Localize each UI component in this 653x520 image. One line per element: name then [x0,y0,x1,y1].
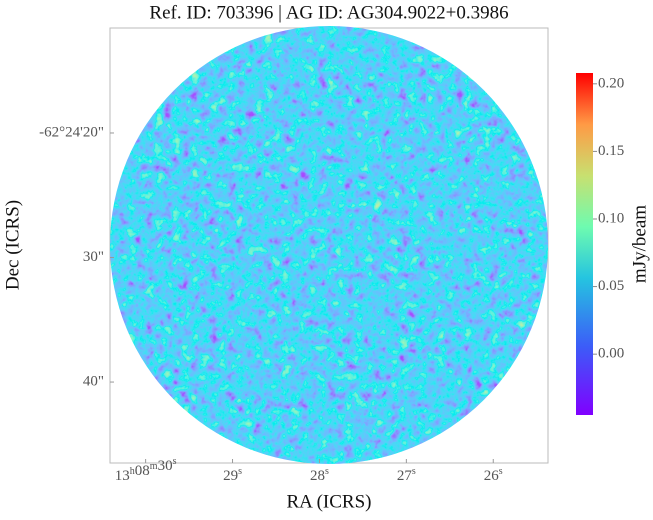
colorbar-label: mJy/beam [629,205,650,283]
colorbar-tick-label: 0.20 [598,75,624,91]
colorbar [576,73,593,415]
x-axis-label: RA (ICRS) [287,491,372,512]
x-tick-label: 27s [397,466,416,484]
colorbar-tick-label: 0.00 [598,346,624,362]
x-tick-label: 13h08m30s [115,456,177,484]
y-tick-label: -62°24'20" [39,124,104,140]
colorbar-tick-label: 0.05 [598,278,624,294]
chart-title: Ref. ID: 703396 | AG ID: AG304.9022+0.39… [149,2,508,23]
colorbar-tick-label: 0.10 [598,210,624,226]
x-tick-label: 29s [223,466,242,484]
x-tick-label: 26s [484,466,503,484]
y-tick-label: 30" [83,249,104,265]
y-axis-label: Dec (ICRS) [2,200,23,290]
y-tick-label: 40" [83,373,104,389]
image [110,26,548,464]
x-tick-label: 28s [310,466,329,484]
colorbar-tick-label: 0.15 [598,143,624,159]
